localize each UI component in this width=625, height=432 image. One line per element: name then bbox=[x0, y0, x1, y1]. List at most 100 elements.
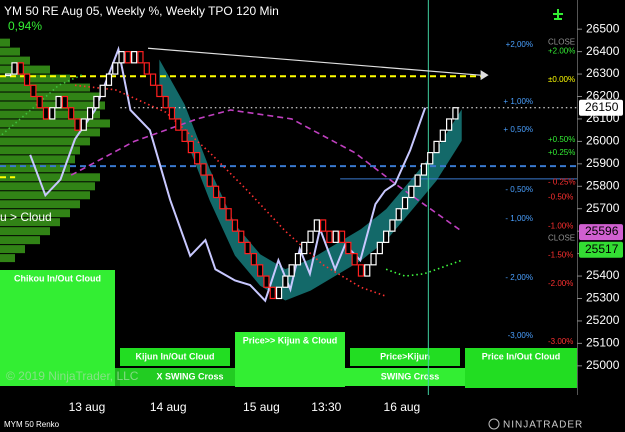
x-tick-label: 13 aug bbox=[69, 400, 106, 414]
renko-brick bbox=[301, 241, 308, 255]
renko-brick bbox=[257, 264, 264, 277]
signal-label: Chikou In/Out Cloud bbox=[14, 273, 101, 283]
renko-brick bbox=[238, 230, 245, 243]
signal-label: Price In/Out Cloud bbox=[482, 351, 561, 361]
tpo-bar bbox=[0, 74, 70, 83]
signal-box bbox=[120, 368, 260, 386]
level-label: - 0,50% bbox=[505, 185, 533, 194]
tpo-bar bbox=[0, 227, 50, 236]
y-tick-label: 25400 bbox=[586, 268, 620, 282]
renko-brick bbox=[427, 152, 434, 165]
tpo-bar bbox=[0, 65, 50, 74]
renko-brick bbox=[149, 73, 157, 86]
level-label: ±0.00% bbox=[548, 75, 575, 84]
tpo-bar bbox=[0, 236, 40, 245]
renko-brick bbox=[383, 230, 390, 243]
x-tick-label: 14 aug bbox=[150, 400, 187, 414]
tpo-bar bbox=[0, 209, 70, 218]
renko-brick bbox=[313, 219, 320, 232]
renko-brick bbox=[364, 264, 371, 277]
y-tick-label: 25800 bbox=[586, 178, 620, 192]
price-marker-label: 25517 bbox=[585, 242, 619, 256]
tpo-bar bbox=[0, 245, 25, 254]
instrument: MYM 50 Renko bbox=[4, 420, 60, 429]
series-line bbox=[74, 84, 387, 298]
renko-brick bbox=[294, 253, 302, 266]
tpo-bar bbox=[0, 38, 10, 47]
tpo-bar bbox=[0, 146, 80, 155]
toolbar-icon[interactable] bbox=[553, 9, 563, 20]
renko-brick bbox=[401, 196, 409, 210]
renko-brick bbox=[395, 208, 402, 221]
chart-title: YM 50 RE Aug 05, Weekly %, Weekly TPO 12… bbox=[4, 4, 279, 18]
level-label: -2.00% bbox=[548, 279, 573, 288]
y-tick-label: 25900 bbox=[586, 156, 620, 170]
x-tick-label: 13:30 bbox=[311, 400, 341, 414]
renko-brick bbox=[452, 107, 459, 120]
renko-brick bbox=[181, 129, 188, 142]
level-label: + 1,00% bbox=[503, 97, 533, 106]
level-label: + 0,50% bbox=[503, 125, 533, 134]
y-tick-label: 25200 bbox=[586, 313, 620, 327]
renko-brick bbox=[288, 264, 295, 277]
tpo-bar bbox=[0, 56, 30, 65]
renko-brick bbox=[137, 51, 144, 64]
renko-brick bbox=[414, 174, 421, 187]
tpo-bar bbox=[0, 254, 15, 263]
tpo-bar bbox=[0, 137, 90, 146]
renko-brick bbox=[23, 73, 31, 86]
axis-layer: 2500025100252002530025400255002560025700… bbox=[69, 21, 623, 414]
renko-brick bbox=[118, 51, 125, 64]
renko-brick bbox=[408, 185, 415, 199]
y-tick-label: 25300 bbox=[586, 291, 620, 305]
renko-brick bbox=[200, 163, 207, 176]
renko-brick bbox=[212, 185, 220, 199]
signal-label: X SWING Cross bbox=[156, 371, 223, 381]
renko-brick bbox=[206, 174, 213, 187]
renko-brick bbox=[36, 95, 43, 109]
level-label: +2,00% bbox=[506, 40, 533, 49]
renko-brick bbox=[282, 275, 289, 288]
x-tick-label: 16 aug bbox=[384, 400, 421, 414]
renko-brick bbox=[124, 51, 131, 64]
level-label: - 0.25% bbox=[548, 177, 576, 186]
trendline-arrow bbox=[480, 70, 489, 81]
renko-brick bbox=[420, 163, 428, 176]
renko-brick bbox=[345, 241, 352, 255]
price-marker bbox=[579, 241, 623, 258]
renko-brick bbox=[17, 62, 24, 75]
renko-brick bbox=[376, 241, 383, 255]
level-label: CLOSE bbox=[548, 233, 575, 242]
main-layer: +2,00% + 1,00% + 0,50% - 0,50% - 1,00% - 2,00… bbox=[0, 0, 577, 395]
renko-brick bbox=[93, 95, 100, 109]
signal-box bbox=[120, 348, 230, 366]
level-label: -3.00% bbox=[548, 337, 573, 346]
tpo-bar bbox=[0, 173, 100, 182]
signal-box bbox=[350, 348, 460, 366]
renko-brick bbox=[74, 118, 81, 131]
renko-brick bbox=[332, 230, 339, 243]
renko-brick bbox=[446, 118, 453, 131]
y-tick-label: 26200 bbox=[586, 89, 620, 103]
renko-brick bbox=[326, 230, 333, 243]
y-tick-label: 25700 bbox=[586, 201, 620, 215]
y-tick-label: 26000 bbox=[586, 134, 620, 148]
renko-brick bbox=[225, 208, 232, 221]
signal-box bbox=[465, 348, 577, 388]
renko-brick bbox=[156, 84, 163, 98]
tpo-bar bbox=[0, 218, 60, 227]
renko-brick bbox=[439, 129, 446, 142]
renko-brick bbox=[320, 219, 327, 232]
renko-brick bbox=[5, 73, 12, 77]
renko-brick bbox=[55, 95, 62, 109]
tpo-bar bbox=[0, 128, 100, 137]
renko-brick bbox=[269, 286, 276, 300]
renko-brick bbox=[370, 253, 377, 266]
renko-brick bbox=[11, 62, 18, 75]
renko-brick bbox=[389, 219, 396, 232]
level-label: CLOSE bbox=[548, 37, 575, 46]
renko-brick bbox=[307, 230, 314, 243]
tpo-bar bbox=[0, 101, 105, 110]
